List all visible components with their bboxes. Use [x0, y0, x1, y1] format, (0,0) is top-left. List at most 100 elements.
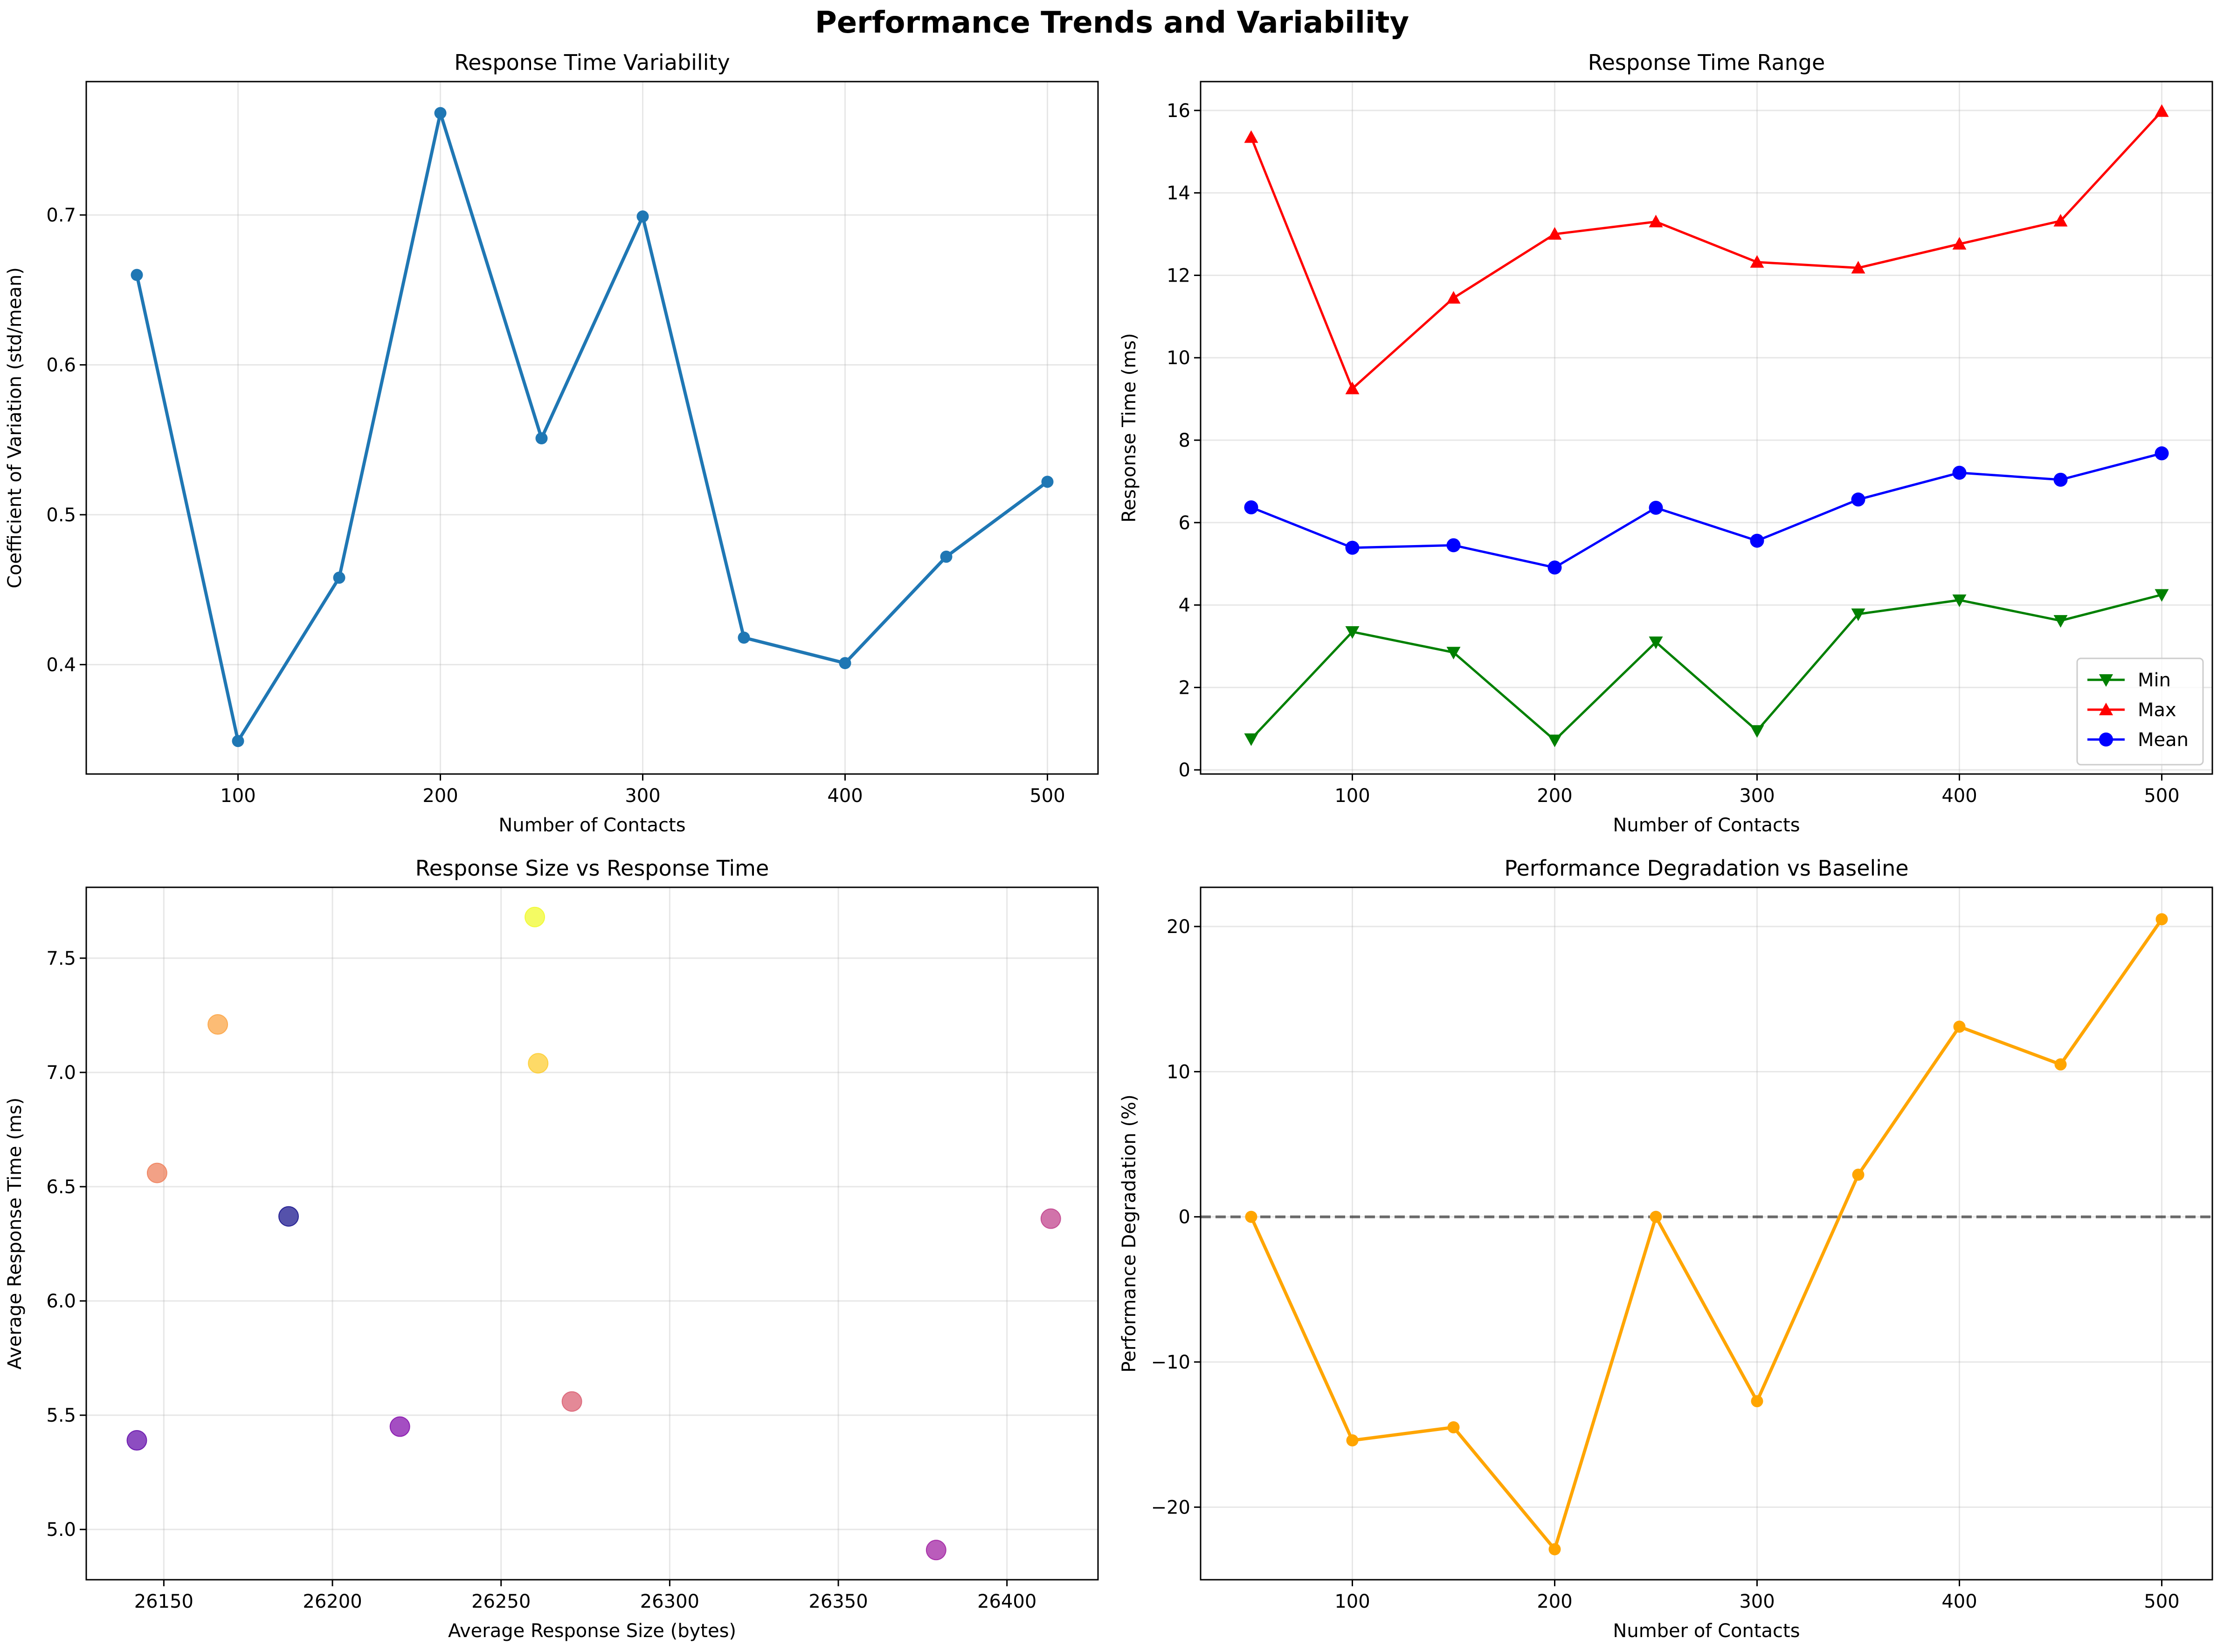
legend-min-marker	[2099, 674, 2113, 687]
chart3-x-tick-label: 200	[1537, 1591, 1572, 1612]
chart3-x-tick-label: 300	[1739, 1591, 1775, 1612]
chart0-y-axis-label: Coefficient of Variation (std/mean)	[4, 267, 26, 588]
chart1-mean-point	[1244, 500, 1258, 515]
chart0-x-tick-label: 100	[220, 785, 256, 807]
chart2-x-tick-label: 26200	[303, 1591, 362, 1612]
chart1-max-line	[1250, 110, 2163, 390]
legend-mean-label: Mean	[2138, 729, 2189, 751]
chart1-y-tick-label: 14	[1167, 183, 1190, 204]
chart3-title: Performance Degradation vs Baseline	[1504, 856, 1908, 881]
chart1-max-point	[1345, 381, 1360, 394]
chart3-y-tick-label: −20	[1151, 1497, 1190, 1518]
chart0-frame	[85, 81, 1099, 775]
legend-mean-marker	[2099, 733, 2113, 747]
chart3-y-tick-label: 20	[1167, 916, 1190, 938]
chart1-y-tick-label: 12	[1167, 265, 1190, 286]
chart2-y-tick-label: 7.0	[46, 1062, 76, 1084]
chart2-scatter-point	[207, 1014, 228, 1035]
chart1-y-tick-label: 8	[1179, 430, 1190, 451]
chart2-x-tick-label: 26400	[977, 1591, 1036, 1612]
chart0-x-tick-label: 400	[827, 785, 863, 807]
chart1-y-tick-label: 4	[1179, 595, 1190, 616]
chart3-series-point	[1852, 1168, 1865, 1181]
chart1-max-point	[1547, 227, 1562, 240]
chart2-y-axis-label: Average Response Time (ms)	[4, 1098, 26, 1369]
chart1-max-point	[1649, 214, 1663, 228]
chart3-frame	[1200, 886, 2213, 1581]
chart2-scatter-point	[528, 1053, 549, 1074]
chart0-y-tick-label: 0.5	[46, 505, 76, 526]
chart1-max-point	[2053, 214, 2068, 227]
chart1-mean-point	[1446, 538, 1461, 553]
chart3-series-point	[1548, 1543, 1561, 1555]
chart1-y-axis-label: Response Time (ms)	[1119, 333, 1140, 522]
chart1-min-point	[1345, 626, 1360, 639]
chart3-series-point	[1650, 1210, 1662, 1223]
chart1-title: Response Time Range	[1588, 50, 1825, 75]
legend-min-label: Min	[2138, 670, 2171, 691]
chart2-x-tick-label: 26300	[640, 1591, 699, 1612]
chart2-scatter-point	[561, 1391, 582, 1412]
chart0-series-point	[535, 432, 548, 444]
chart0-series-point	[940, 550, 953, 563]
chart0-x-tick-label: 200	[422, 785, 458, 807]
chart0-series-line	[135, 111, 1049, 743]
chart3-series-point	[1245, 1210, 1257, 1223]
chart1-max-point	[1750, 255, 1764, 268]
chart0-series-point	[131, 269, 143, 281]
chart1-y-tick-label: 0	[1179, 760, 1190, 781]
chart1-max-point	[1952, 237, 1967, 250]
chart0-series-point	[333, 571, 345, 584]
chart0-title: Response Time Variability	[454, 50, 730, 75]
chart1-max-point	[1446, 291, 1461, 304]
chart1-y-tick-label: 16	[1167, 100, 1190, 122]
chart1-mean-point	[1851, 492, 1865, 507]
chart1-y-tick-label: 6	[1179, 512, 1190, 534]
chart1-mean-line	[1250, 452, 2162, 569]
chart0-x-tick-label: 300	[625, 785, 660, 807]
chart2-scatter-point	[278, 1206, 299, 1227]
chart1-mean-point	[1750, 533, 1764, 548]
chart2-y-tick-label: 5.0	[46, 1519, 76, 1541]
chart3-x-tick-label: 500	[2144, 1591, 2179, 1612]
chart3-series-point	[1447, 1421, 1460, 1434]
chart0-series-point	[738, 631, 750, 644]
chart1-x-tick-label: 500	[2144, 785, 2179, 807]
chart0-series-point	[232, 735, 244, 747]
chart3-x-tick-label: 400	[1941, 1591, 1977, 1612]
chart3-series-line	[1250, 918, 2163, 1551]
chart1-x-axis-label: Number of Contacts	[1613, 815, 1800, 836]
chart1-mean-point	[2053, 472, 2068, 487]
chart2-x-tick-label: 26150	[134, 1591, 193, 1612]
chart1-x-tick-label: 100	[1334, 785, 1370, 807]
chart2-y-tick-label: 6.0	[46, 1291, 76, 1312]
chart2-scatter-point	[126, 1430, 147, 1451]
chart2-y-tick-label: 6.5	[46, 1176, 76, 1198]
chart0-x-axis-label: Number of Contacts	[498, 815, 685, 836]
chart2-scatter-point	[1040, 1208, 1061, 1229]
chart3-series-point	[1346, 1434, 1359, 1447]
chart3-y-tick-label: −10	[1151, 1352, 1190, 1373]
chart1-min-point	[1750, 725, 1764, 738]
chart3-series-point	[2054, 1058, 2067, 1071]
chart1-legend: Min Max Mean	[2076, 657, 2204, 766]
chart1-mean-point	[1345, 540, 1360, 555]
chart3-series-point	[1751, 1395, 1763, 1408]
chart1-mean-point	[1547, 560, 1562, 575]
chart3-y-tick-label: 0	[1179, 1207, 1190, 1228]
chart2-scatter-point	[525, 906, 546, 927]
chart1-max-point	[1851, 261, 1865, 274]
chart0-x-tick-label: 500	[1029, 785, 1065, 807]
chart1-y-tick-label: 2	[1179, 677, 1190, 698]
chart1-max-point	[2155, 104, 2169, 117]
chart1-y-tick-label: 10	[1167, 347, 1190, 369]
chart1-mean-point	[1952, 465, 1967, 480]
legend-max-marker	[2099, 703, 2113, 715]
chart1-min-point	[2053, 615, 2068, 628]
chart0-series-point	[636, 210, 649, 223]
chart1-min-point	[1649, 636, 1663, 650]
chart3-y-tick-label: 10	[1167, 1061, 1190, 1083]
